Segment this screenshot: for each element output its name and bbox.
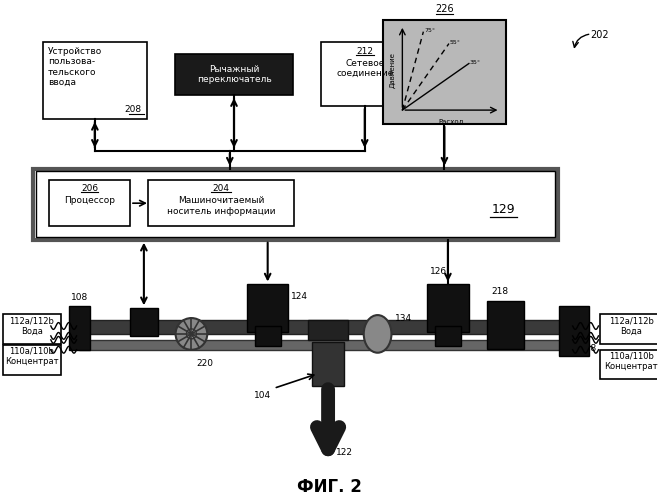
Text: 108: 108	[71, 293, 88, 302]
Bar	[435, 326, 461, 346]
Text: 35°: 35°	[470, 60, 481, 65]
Bar	[308, 320, 348, 340]
Text: 208: 208	[124, 105, 142, 114]
Bar	[49, 180, 130, 226]
Bar	[600, 314, 662, 344]
Text: 104: 104	[254, 392, 271, 400]
Text: 202: 202	[591, 30, 609, 40]
Bar	[559, 306, 589, 356]
Text: 129: 129	[492, 202, 515, 215]
Text: 124: 124	[291, 292, 307, 301]
Bar	[247, 284, 289, 332]
Text: 108: 108	[580, 344, 597, 353]
Bar	[79, 340, 571, 349]
Bar	[255, 326, 281, 346]
Text: 112a/112b
Вода: 112a/112b Вода	[608, 316, 653, 336]
Bar	[600, 350, 662, 380]
Bar	[427, 284, 469, 332]
Text: 134: 134	[395, 314, 412, 322]
Bar	[383, 20, 506, 124]
Text: 218: 218	[491, 288, 508, 296]
Text: Давление: Давление	[389, 52, 395, 88]
Bar	[321, 42, 408, 106]
Bar	[175, 54, 293, 95]
Text: 226: 226	[435, 4, 453, 14]
Text: 110a/110b
Концентрат: 110a/110b Концентрат	[604, 352, 658, 371]
Bar	[487, 301, 524, 349]
Bar	[312, 342, 344, 386]
Text: Машиночитаемый
носитель информации: Машиночитаемый носитель информации	[167, 196, 275, 216]
Text: 204: 204	[213, 184, 230, 194]
Text: Процессор: Процессор	[64, 196, 115, 205]
Circle shape	[175, 318, 207, 350]
Text: 75°: 75°	[424, 28, 436, 33]
Text: 212: 212	[356, 46, 373, 56]
Bar	[36, 172, 555, 237]
Circle shape	[187, 329, 197, 339]
Text: 112a/112b
Вода: 112a/112b Вода	[9, 316, 54, 336]
Text: Расход: Расход	[439, 118, 464, 124]
Text: Устройство
пользова-
тельского
ввода: Устройство пользова- тельского ввода	[48, 46, 102, 87]
Text: 122: 122	[336, 448, 353, 457]
Text: 108: 108	[573, 316, 591, 326]
Text: ФИГ. 2: ФИГ. 2	[297, 478, 361, 496]
Bar	[3, 314, 61, 344]
Bar	[69, 306, 91, 350]
Text: 220: 220	[197, 358, 213, 368]
Text: Сетевое
соединение: Сетевое соединение	[336, 58, 393, 78]
Text: 206: 206	[81, 184, 98, 194]
Text: 110a/110b
Концентрат: 110a/110b Концентрат	[5, 347, 59, 366]
Bar	[43, 42, 147, 119]
Text: 55°: 55°	[450, 40, 461, 45]
Bar	[33, 168, 558, 240]
Bar	[148, 180, 295, 226]
Bar	[3, 345, 61, 374]
Bar	[130, 308, 158, 336]
Ellipse shape	[363, 315, 391, 352]
Text: 126: 126	[430, 268, 448, 276]
Text: Рычажный
переключатель: Рычажный переключатель	[197, 64, 271, 84]
Bar	[79, 320, 571, 334]
